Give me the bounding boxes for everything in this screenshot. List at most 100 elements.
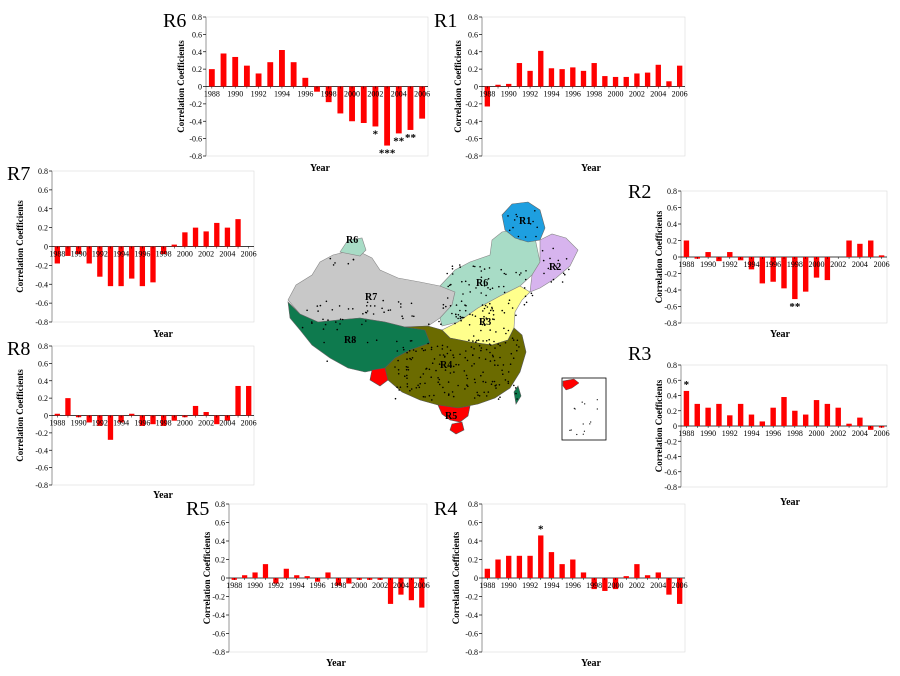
station-dot [459, 309, 461, 312]
station-dot [557, 259, 560, 262]
bar-2002 [835, 407, 841, 426]
station-dot [494, 364, 496, 366]
x-tick-label: 1996 [134, 250, 150, 259]
station-dot [524, 236, 527, 238]
x-tick-label: 1988 [479, 581, 495, 590]
x-tick-label: 1998 [330, 581, 346, 590]
station-dot [515, 344, 518, 346]
y-tick-label: -0.6 [35, 299, 48, 308]
y-axis-label: Correlation Coefficients [654, 379, 664, 472]
station-dot [446, 297, 449, 299]
station-dot [418, 386, 421, 389]
bar-2003 [214, 222, 220, 247]
x-tick-label: 1998 [321, 90, 337, 99]
station-dot [552, 247, 554, 250]
inset-dot [573, 407, 575, 409]
significance-marker: * [684, 379, 690, 391]
bar-2004 [224, 227, 231, 247]
station-dot [493, 359, 496, 362]
x-tick-label: 1996 [765, 260, 781, 269]
y-tick-label: -0.2 [465, 100, 478, 109]
bar-1992 [255, 73, 262, 87]
station-dot [397, 373, 400, 375]
station-dot [497, 398, 500, 400]
station-dot [374, 305, 376, 307]
station-dot [383, 311, 385, 314]
bar-2002 [634, 564, 640, 579]
y-tick-label: 0.8 [468, 13, 478, 22]
y-tick-label: 0.2 [667, 407, 677, 416]
station-dot [428, 368, 431, 371]
station-dot [369, 305, 372, 307]
x-tick-label: 1998 [586, 90, 602, 99]
station-dot [534, 210, 536, 212]
charts-layer: R6 0.8 0.6 0.4 0.2 0 -0.2 -0.4 -0.6 -0.8 1988 1990 1… [7, 10, 890, 669]
station-dot [421, 347, 423, 350]
bar-1996 [139, 246, 146, 287]
station-dot [464, 280, 467, 283]
x-tick-label: 2000 [351, 581, 367, 590]
panel-title: R7 [7, 163, 30, 185]
map-region-r1 [501, 201, 546, 243]
station-dot [505, 273, 507, 276]
station-dot [478, 357, 481, 359]
station-dot [509, 363, 512, 366]
station-dot [513, 219, 516, 221]
station-dot [466, 384, 468, 386]
station-dot [463, 316, 465, 319]
y-tick-label: 0.6 [38, 359, 48, 368]
bar-1996 [570, 67, 576, 87]
y-tick-label: 0 [673, 253, 677, 262]
station-dot [457, 364, 460, 366]
bar-1999 [171, 415, 177, 421]
x-tick-label: 1992 [522, 90, 538, 99]
station-dot [402, 346, 405, 349]
station-dot [494, 347, 496, 349]
station-dot [516, 215, 518, 218]
station-dot [503, 327, 505, 330]
bar-1989 [694, 403, 700, 426]
station-dot [501, 369, 503, 372]
x-axis-label: Year [310, 163, 331, 174]
y-tick-label: 0.6 [215, 519, 225, 528]
station-dot [406, 358, 408, 360]
station-dot [419, 376, 422, 379]
bar-1992 [527, 555, 533, 578]
y-tick-label: -0.2 [664, 437, 677, 446]
map-region-r5 [437, 404, 471, 423]
station-dot [415, 350, 417, 353]
station-dot [410, 388, 413, 390]
x-tick-label: 2004 [219, 250, 235, 259]
station-dot [489, 309, 492, 312]
bar-1999 [802, 414, 809, 426]
station-dot [485, 348, 488, 351]
x-tick-label: 1994 [543, 90, 559, 99]
y-tick-label: 0 [474, 574, 478, 583]
station-dot [504, 342, 507, 344]
station-dot [353, 339, 356, 341]
station-dot [561, 281, 564, 283]
station-dot [511, 337, 514, 340]
bar-2004 [655, 64, 661, 87]
station-dot [437, 381, 440, 384]
station-dot [489, 288, 492, 291]
station-dot [449, 349, 452, 352]
chart-panel-r6: R6 0.8 0.6 0.4 0.2 0 -0.2 -0.4 -0.6 -0.8 1988 1990 1… [163, 10, 430, 174]
bar-1996 [139, 415, 146, 426]
inset-dot [596, 408, 598, 410]
bar-2004 [857, 417, 863, 426]
station-dot [489, 302, 491, 305]
station-dot [491, 287, 494, 290]
y-tick-label: 0.2 [38, 224, 48, 233]
station-dot [480, 329, 482, 332]
bar-2004 [395, 86, 402, 134]
station-dot [518, 274, 521, 276]
bar-2005 [235, 219, 241, 247]
y-tick-label: -0.6 [35, 464, 48, 473]
station-dot [469, 313, 471, 316]
bar-1990 [705, 407, 711, 426]
station-dot [453, 356, 455, 359]
chart-panel-r1: R1 0.8 0.6 0.4 0.2 0 -0.2 -0.4 -0.6 -0.8 1988 1990 1… [434, 10, 688, 174]
bar-1988 [683, 240, 690, 257]
china-region-map: R1 R2 R3 R4 R5 R6 R7 R8 R6 [287, 201, 607, 441]
